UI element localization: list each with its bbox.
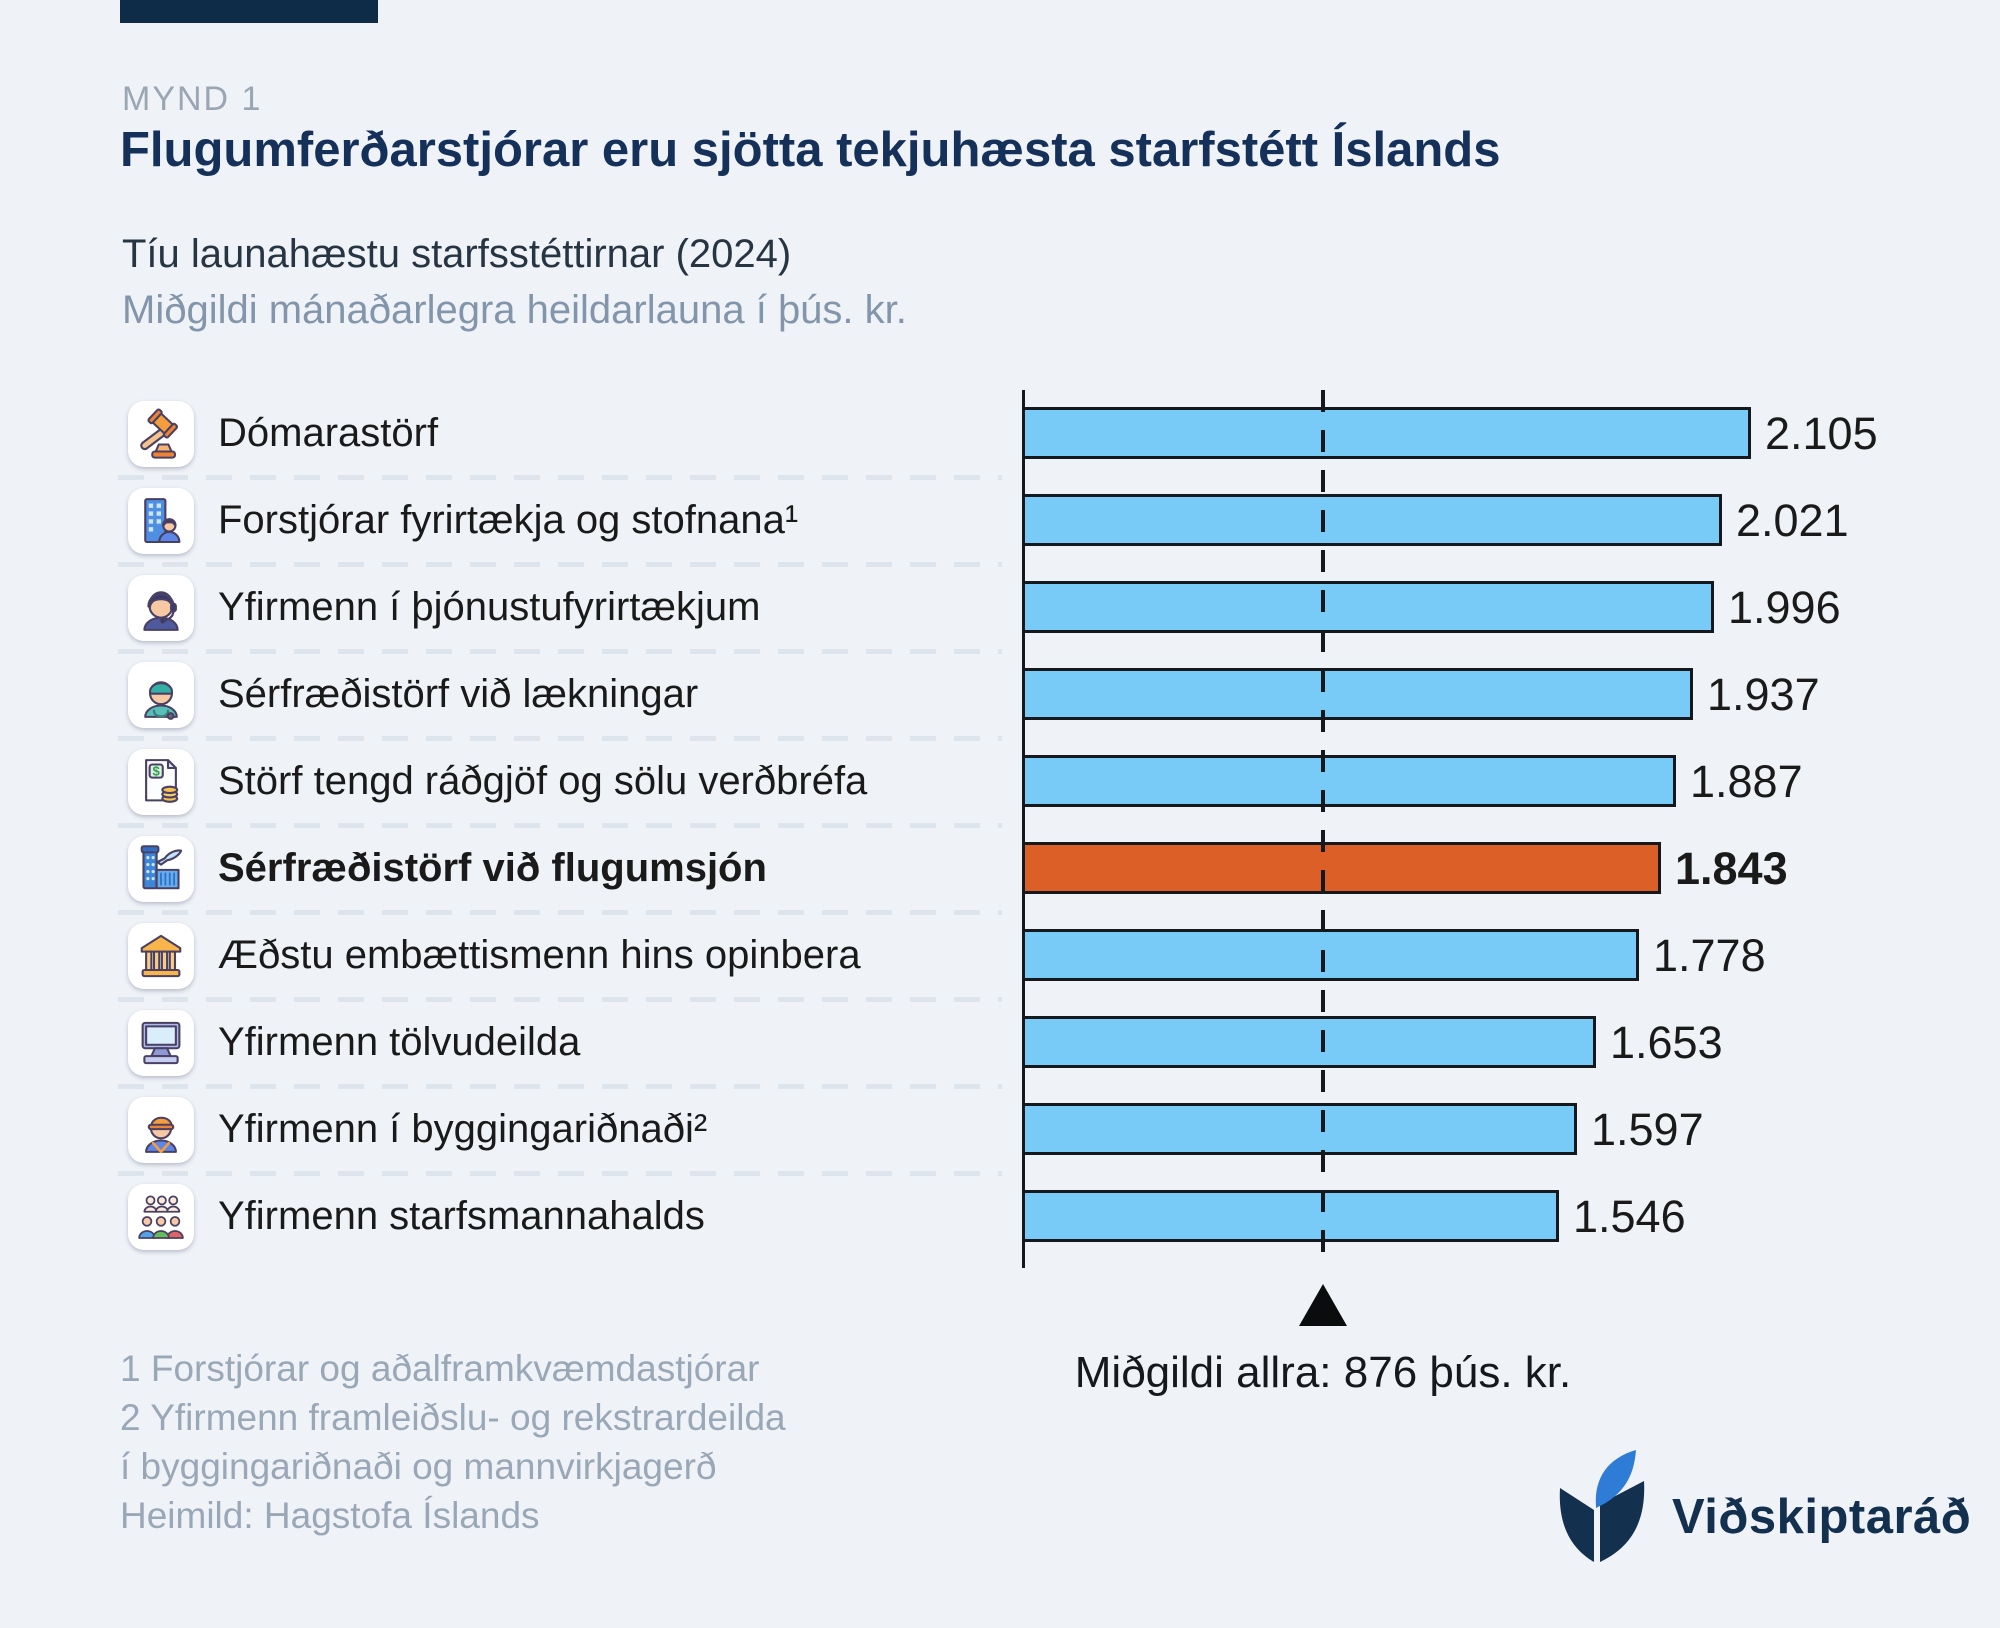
- bar: [1022, 755, 1676, 807]
- category-label: Yfirmenn í þjónustufyrirtækjum: [218, 585, 761, 629]
- category-label: Æðstu embættismenn hins opinbera: [218, 933, 861, 977]
- y-axis-line: [1022, 390, 1025, 1268]
- category-label: Yfirmenn tölvudeilda: [218, 1020, 581, 1064]
- chart-row: Sérfræðistörf við flugumsjón 1.843: [0, 825, 2000, 915]
- chart-subtitle: Tíu launahæstu starfsstéttirnar (2024): [122, 232, 792, 276]
- top-accent-bar: [120, 0, 378, 23]
- bar-value: 1.887: [1690, 755, 1803, 807]
- category-label: Forstjórar fyrirtækja og stofnana¹: [218, 498, 799, 542]
- people-group-icon: [128, 1183, 194, 1250]
- bar-chart-rows: Dómarastörf 2.105 Forstjórar fyrirtækja …: [0, 390, 2000, 1260]
- bar-value: 1.843: [1675, 842, 1788, 894]
- chart-row: Yfirmenn í byggingariðnaði² 1.597: [0, 1086, 2000, 1176]
- chart-row: $ Störf tengd ráðgjöf og sölu verðbréfa …: [0, 738, 2000, 828]
- figure-label: MYND 1: [122, 80, 263, 118]
- chart-row: Yfirmenn tölvudeilda 1.653: [0, 999, 2000, 1089]
- footnote-line-1: 1 Forstjórar og aðalframkvæmdastjórar: [120, 1348, 760, 1389]
- bar: [1022, 668, 1693, 720]
- bar: [1022, 407, 1751, 459]
- surgeon-icon: [128, 661, 194, 728]
- bar-value: 1.778: [1653, 929, 1766, 981]
- bank-icon: [128, 922, 194, 989]
- median-label: Miðgildi allra: 876 þús. kr.: [1074, 1348, 1572, 1397]
- bar: [1022, 929, 1639, 981]
- source-line: Heimild: Hagstofa Íslands: [120, 1495, 540, 1536]
- chart-row: Æðstu embættismenn hins opinbera 1.778: [0, 912, 2000, 1002]
- securities-document-icon: $: [128, 748, 194, 815]
- vidskiptarad-logo: Viðskiptaráð: [1550, 1448, 1971, 1585]
- bar-value: 1.996: [1728, 581, 1841, 633]
- chart-row: Dómarastörf 2.105: [0, 390, 2000, 480]
- computer-icon: [128, 1009, 194, 1076]
- bar: [1022, 581, 1714, 633]
- bar-value: 1.546: [1573, 1190, 1686, 1242]
- chart-row: Sérfræðistörf við lækningar 1.937: [0, 651, 2000, 741]
- svg-text:$: $: [153, 763, 161, 778]
- bar-value: 2.021: [1736, 494, 1849, 546]
- bar: [1022, 1016, 1596, 1068]
- category-label: Yfirmenn starfsmannahalds: [218, 1194, 705, 1238]
- logo-book-icon: [1550, 1448, 1654, 1585]
- bar: [1022, 1190, 1559, 1242]
- construction-worker-icon: [128, 1096, 194, 1163]
- bar: [1022, 842, 1661, 894]
- bar-value: 1.937: [1707, 668, 1820, 720]
- chart-row: Forstjórar fyrirtækja og stofnana¹ 2.021: [0, 477, 2000, 567]
- category-label: Sérfræðistörf við lækningar: [218, 672, 699, 716]
- footnotes: 1 Forstjórar og aðalframkvæmdastjórar 2 …: [120, 1344, 786, 1540]
- bar: [1022, 1103, 1577, 1155]
- category-label: Dómarastörf: [218, 411, 439, 455]
- category-label: Sérfræðistörf við flugumsjón: [218, 846, 767, 890]
- service-manager-icon: [128, 574, 194, 641]
- footnote-line-2: 2 Yfirmenn framleiðslu- og rekstrardeild…: [120, 1397, 786, 1438]
- gavel-icon: [128, 400, 194, 467]
- chart-row: Yfirmenn starfsmannahalds 1.546: [0, 1173, 2000, 1260]
- airport-icon: [128, 835, 194, 902]
- footnote-line-3: í byggingariðnaði og mannvirkjagerð: [120, 1446, 717, 1487]
- chart-title: Flugumferðarstjórar eru sjötta tekjuhæst…: [120, 123, 1501, 177]
- median-dashed-line: [1321, 390, 1325, 1268]
- chart-row: Yfirmenn í þjónustufyrirtækjum 1.996: [0, 564, 2000, 654]
- bar-value: 2.105: [1765, 407, 1878, 459]
- bar-value: 1.597: [1591, 1103, 1704, 1155]
- bar: [1022, 494, 1722, 546]
- median-marker-triangle-icon: [1299, 1284, 1347, 1326]
- category-label: Yfirmenn í byggingariðnaði²: [218, 1107, 708, 1151]
- bar-value: 1.653: [1610, 1016, 1723, 1068]
- ceo-building-icon: [128, 487, 194, 554]
- chart-unit-subtitle: Miðgildi mánaðarlegra heildarlauna í þús…: [122, 288, 907, 332]
- category-label: Störf tengd ráðgjöf og sölu verðbréfa: [218, 759, 868, 803]
- logo-text: Viðskiptaráð: [1672, 1489, 1972, 1544]
